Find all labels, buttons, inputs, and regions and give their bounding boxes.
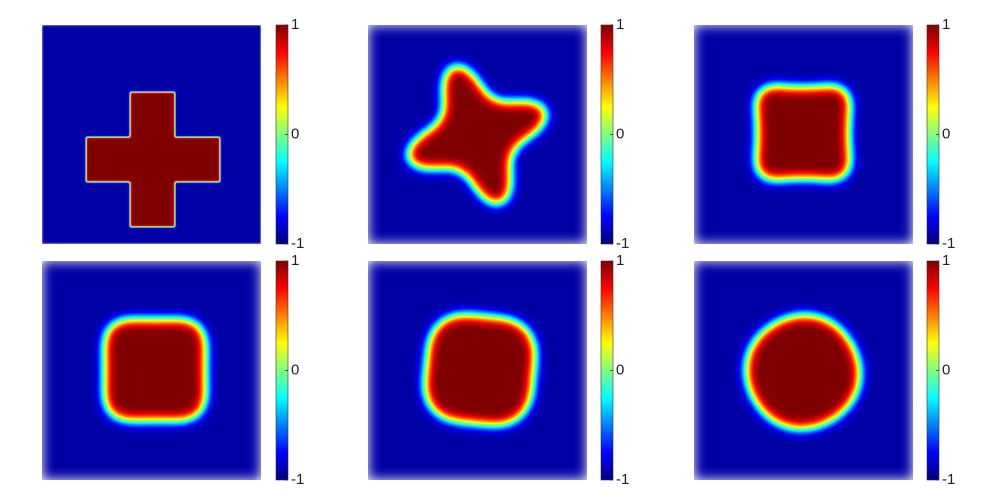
colorbar-tick-label: 0 [942, 361, 950, 378]
colorbar-tick-label: 0 [616, 125, 624, 142]
colorbar-tick-label: 1 [291, 16, 299, 33]
colorbar-tick-label: 1 [291, 252, 299, 269]
colorbar-tick-label: 0 [942, 125, 950, 142]
shape [86, 92, 220, 227]
colorbar-tick-label: 1 [616, 16, 624, 33]
field [42, 25, 261, 244]
field-image [368, 261, 587, 480]
shape [755, 85, 851, 181]
field [368, 261, 587, 480]
shape [745, 314, 861, 430]
shape [424, 314, 536, 426]
field-image [42, 25, 261, 244]
shape-group [424, 314, 536, 426]
field-image [42, 261, 261, 480]
field-image [368, 25, 587, 244]
field [694, 261, 913, 480]
field-image [694, 261, 913, 480]
shape [103, 318, 207, 422]
colorbar-tick-label: -1 [942, 235, 955, 252]
field [368, 25, 587, 244]
colorbar-tick-label: 1 [942, 16, 950, 33]
colorbar-tick-label: -1 [291, 235, 304, 252]
colorbar-tick-label: 1 [942, 252, 950, 269]
colorbar-tick-label: 0 [291, 361, 299, 378]
colorbar-tick-label: -1 [616, 235, 629, 252]
field-image [694, 25, 913, 244]
colorbar-tick-label: -1 [291, 471, 304, 488]
field [694, 25, 913, 244]
shape-group [103, 318, 207, 422]
shape [407, 65, 547, 205]
shape-group [745, 314, 861, 430]
colorbar-tick-label: 0 [291, 125, 299, 142]
field [42, 261, 261, 480]
colorbar-tick-label: 0 [616, 361, 624, 378]
colorbar-tick-label: 1 [616, 252, 624, 269]
shape-group [86, 92, 220, 227]
colorbar-tick-label: -1 [942, 471, 955, 488]
colorbar-tick-label: -1 [616, 471, 629, 488]
shape-group [755, 85, 851, 181]
shape-group [407, 65, 547, 205]
